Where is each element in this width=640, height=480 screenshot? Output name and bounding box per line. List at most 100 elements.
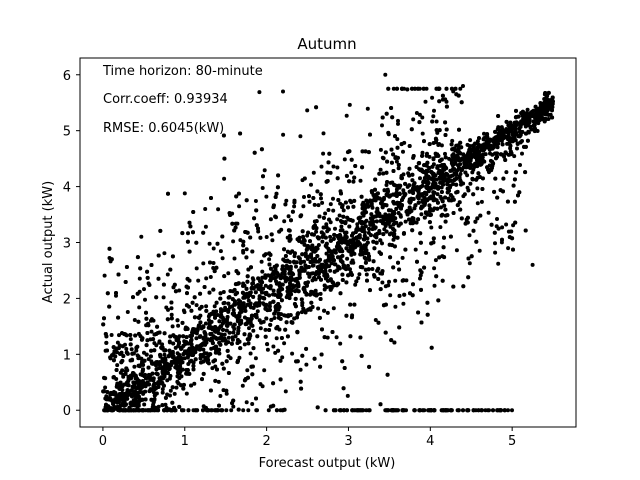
data-point [125, 388, 130, 393]
data-point [271, 299, 276, 304]
data-point [362, 203, 367, 208]
data-point [286, 289, 291, 293]
data-point [295, 330, 300, 335]
data-point [301, 204, 306, 209]
data-point [218, 291, 223, 296]
data-point [168, 374, 173, 378]
data-point [352, 198, 357, 203]
data-point [443, 195, 448, 200]
data-point [131, 295, 135, 300]
data-point [467, 261, 472, 266]
data-point [289, 320, 294, 325]
data-point [316, 259, 321, 264]
data-point [396, 118, 400, 123]
data-point [233, 282, 238, 287]
data-point [249, 286, 254, 291]
data-point [189, 338, 193, 343]
data-point [311, 170, 316, 175]
data-point [468, 181, 473, 186]
data-point [474, 177, 479, 182]
data-point [431, 190, 436, 195]
data-point [225, 348, 230, 353]
data-point [416, 217, 421, 222]
data-point [485, 145, 490, 149]
data-point [340, 228, 345, 233]
data-point [359, 249, 364, 254]
data-point [159, 345, 164, 350]
data-point [241, 239, 246, 244]
data-point [426, 408, 431, 413]
data-point [512, 154, 517, 159]
data-point [394, 159, 399, 164]
data-point [232, 256, 237, 261]
data-point [368, 220, 373, 225]
data-point [240, 383, 245, 388]
data-point [364, 408, 369, 413]
data-point [416, 196, 421, 201]
data-point [194, 303, 199, 308]
data-point [415, 259, 419, 264]
data-point [277, 281, 282, 286]
data-point [495, 154, 500, 159]
data-point [139, 356, 144, 361]
data-point [256, 226, 260, 231]
data-point [161, 295, 166, 300]
data-point [244, 198, 249, 203]
data-point [317, 275, 321, 280]
data-point [346, 263, 350, 268]
data-point [508, 152, 513, 157]
data-point [288, 269, 293, 274]
data-point [229, 341, 234, 346]
data-point [458, 86, 463, 91]
data-point [253, 302, 257, 307]
data-point [137, 385, 142, 390]
data-point [457, 175, 462, 180]
data-point [157, 362, 162, 367]
data-point [283, 254, 288, 258]
data-point [145, 408, 150, 413]
data-point [342, 366, 347, 370]
data-point [220, 321, 225, 326]
data-point [395, 145, 400, 150]
data-point [144, 310, 148, 315]
data-point [121, 354, 126, 358]
data-point [395, 408, 400, 413]
data-point [473, 155, 478, 160]
data-point [178, 355, 183, 360]
data-point [488, 167, 493, 172]
data-point [513, 115, 518, 120]
data-point [454, 172, 459, 177]
data-point [391, 86, 396, 91]
data-point [150, 361, 155, 366]
data-point [119, 360, 124, 365]
data-point [267, 307, 272, 312]
data-point [262, 253, 267, 258]
data-point [173, 408, 178, 413]
data-point [450, 138, 455, 143]
data-point [369, 189, 374, 194]
data-point [135, 344, 140, 349]
data-point [311, 263, 316, 268]
data-point [260, 186, 265, 190]
data-point [304, 292, 309, 297]
data-point [462, 192, 467, 197]
data-point [449, 408, 454, 413]
data-point [425, 160, 430, 165]
data-point [485, 132, 490, 137]
data-point [461, 165, 466, 170]
data-point [108, 356, 113, 361]
data-point [187, 371, 192, 376]
data-point [390, 243, 395, 248]
data-point [381, 156, 386, 161]
data-point [280, 408, 285, 413]
data-point [372, 274, 377, 279]
data-point [268, 266, 273, 271]
data-point [157, 339, 162, 344]
data-point [344, 267, 349, 272]
data-point [131, 371, 135, 375]
data-point [331, 208, 336, 213]
data-point [243, 308, 248, 313]
data-point [190, 300, 195, 305]
data-point [263, 275, 268, 280]
data-point [509, 229, 514, 234]
